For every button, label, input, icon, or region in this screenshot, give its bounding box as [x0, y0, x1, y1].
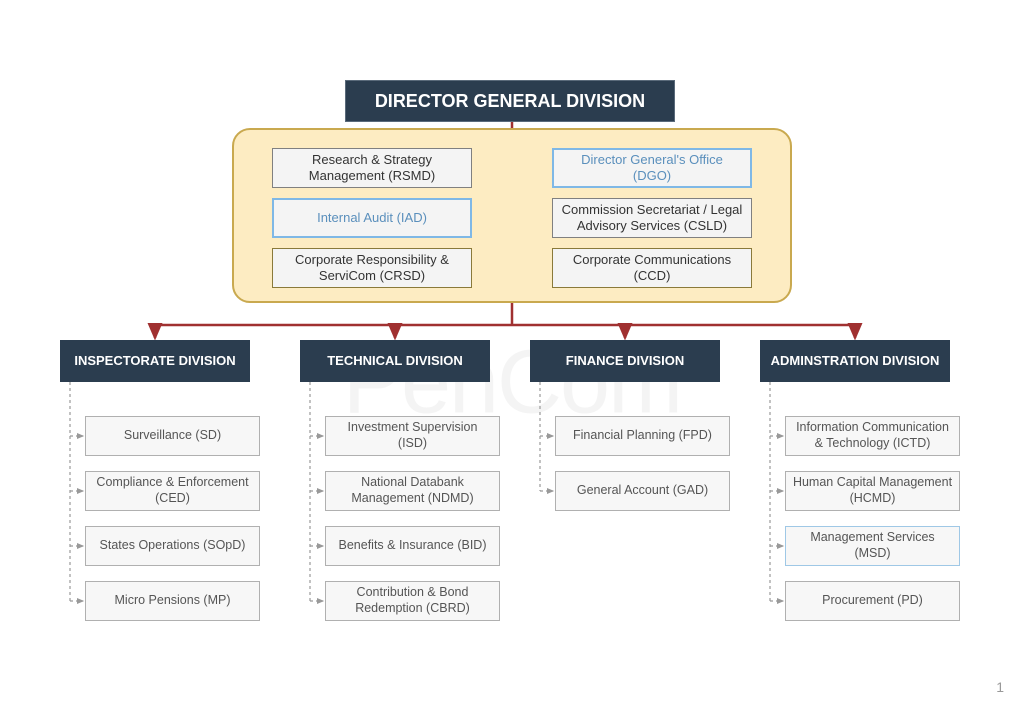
- unit-label: Compliance & Enforcement (CED): [92, 475, 253, 506]
- staff-right-0-label: Director General's Office (DGO): [562, 152, 742, 185]
- unit-box: Investment Supervision (ISD): [325, 416, 500, 456]
- division-header-3: ADMINSTRATION DIVISION: [760, 340, 950, 382]
- staff-left-1: Internal Audit (IAD): [272, 198, 472, 238]
- staff-right-1-label: Commission Secretariat / Legal Advisory …: [561, 202, 743, 235]
- unit-label: Contribution & Bond Redemption (CBRD): [332, 585, 493, 616]
- unit-box: Management Services (MSD): [785, 526, 960, 566]
- staff-right-1: Commission Secretariat / Legal Advisory …: [552, 198, 752, 238]
- staff-right-0: Director General's Office (DGO): [552, 148, 752, 188]
- unit-box: National Databank Management (NDMD): [325, 471, 500, 511]
- unit-label: Management Services (MSD): [792, 530, 953, 561]
- unit-box: Contribution & Bond Redemption (CBRD): [325, 581, 500, 621]
- staff-left-0: Research & Strategy Management (RSMD): [272, 148, 472, 188]
- unit-box: Micro Pensions (MP): [85, 581, 260, 621]
- unit-box: Surveillance (SD): [85, 416, 260, 456]
- unit-label: General Account (GAD): [577, 483, 708, 499]
- unit-box: Human Capital Management (HCMD): [785, 471, 960, 511]
- staff-left-0-label: Research & Strategy Management (RSMD): [281, 152, 463, 185]
- unit-label: Surveillance (SD): [124, 428, 221, 444]
- unit-label: Human Capital Management (HCMD): [792, 475, 953, 506]
- unit-box: General Account (GAD): [555, 471, 730, 511]
- unit-label: Benefits & Insurance (BID): [339, 538, 487, 554]
- division-header-0: INSPECTORATE DIVISION: [60, 340, 250, 382]
- staff-left-2: Corporate Responsibility & ServiCom (CRS…: [272, 248, 472, 288]
- unit-label: Procurement (PD): [822, 593, 923, 609]
- unit-box: Procurement (PD): [785, 581, 960, 621]
- unit-box: Benefits & Insurance (BID): [325, 526, 500, 566]
- root-division-box: DIRECTOR GENERAL DIVISION: [345, 80, 675, 122]
- page-number: 1: [996, 679, 1004, 695]
- unit-label: National Databank Management (NDMD): [332, 475, 493, 506]
- unit-box: Compliance & Enforcement (CED): [85, 471, 260, 511]
- staff-left-1-label: Internal Audit (IAD): [317, 210, 427, 226]
- division-0-label: INSPECTORATE DIVISION: [74, 353, 235, 369]
- division-1-label: TECHNICAL DIVISION: [327, 353, 463, 369]
- unit-label: Investment Supervision (ISD): [332, 420, 493, 451]
- division-header-2: FINANCE DIVISION: [530, 340, 720, 382]
- root-label: DIRECTOR GENERAL DIVISION: [375, 91, 645, 112]
- unit-box: States Operations (SOpD): [85, 526, 260, 566]
- staff-left-2-label: Corporate Responsibility & ServiCom (CRS…: [281, 252, 463, 285]
- unit-box: Financial Planning (FPD): [555, 416, 730, 456]
- staff-right-2-label: Corporate Communications (CCD): [561, 252, 743, 285]
- unit-label: Micro Pensions (MP): [115, 593, 231, 609]
- staff-right-2: Corporate Communications (CCD): [552, 248, 752, 288]
- unit-box: Information Communication & Technology (…: [785, 416, 960, 456]
- unit-label: States Operations (SOpD): [100, 538, 246, 554]
- division-2-label: FINANCE DIVISION: [566, 353, 684, 369]
- division-header-1: TECHNICAL DIVISION: [300, 340, 490, 382]
- unit-label: Financial Planning (FPD): [573, 428, 712, 444]
- unit-label: Information Communication & Technology (…: [792, 420, 953, 451]
- division-3-label: ADMINSTRATION DIVISION: [771, 353, 940, 369]
